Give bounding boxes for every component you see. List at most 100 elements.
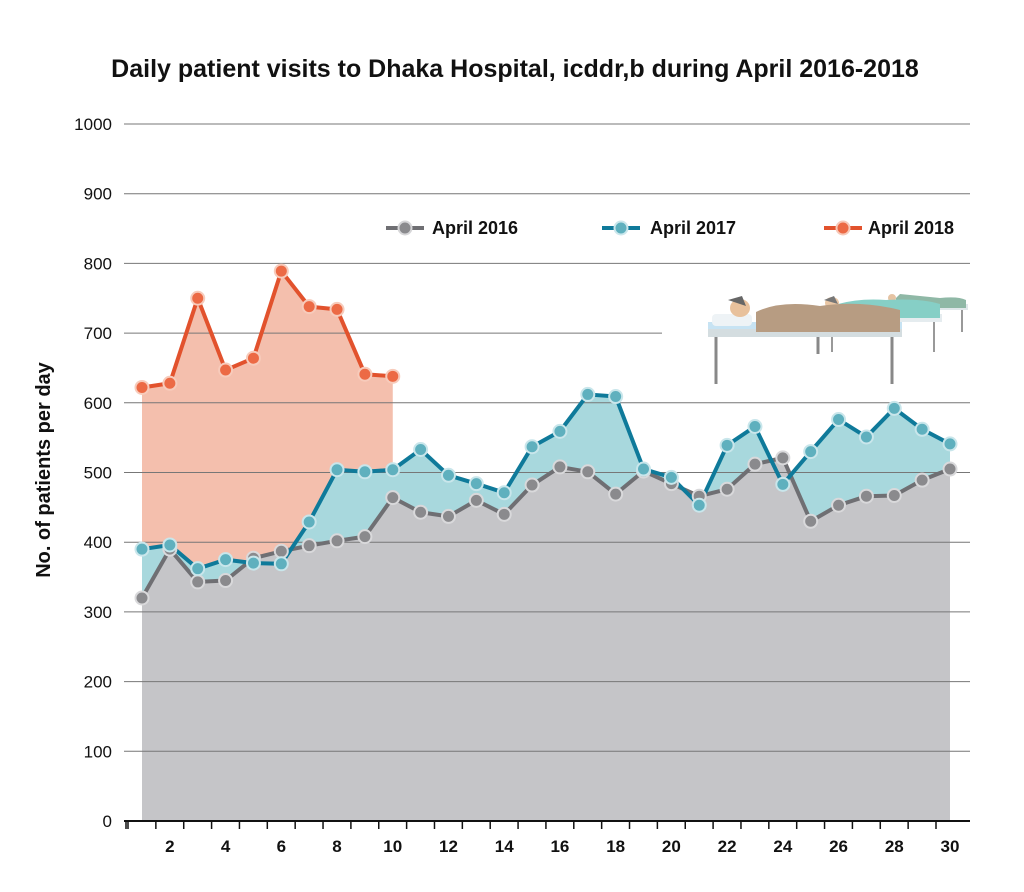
point-april-2016-day-30 [942,461,958,477]
point-april-2016-day-9 [357,529,373,545]
x-tick-label-28: 28 [885,837,904,856]
point-april-2017-day-14 [496,485,512,501]
point-april-2017-day-2 [162,537,178,553]
point-april-2016-day-29 [914,472,930,488]
point-april-2016-day-10 [385,490,401,506]
x-tick-label-20: 20 [662,837,681,856]
point-april-2018-day-6 [273,263,289,279]
point-april-2017-day-10 [385,462,401,478]
x-tick-label-6: 6 [277,837,286,856]
point-april-2017-day-12 [440,467,456,483]
point-april-2017-day-22 [719,437,735,453]
x-tick-label-18: 18 [606,837,625,856]
x-tick-label-24: 24 [773,837,792,856]
point-april-2016-day-26 [831,497,847,513]
legend-label-2016: April 2016 [432,218,518,238]
line-april-2018 [141,269,393,390]
y-axis-label: No. of patients per day [33,361,55,577]
legend-item-2016: April 2016 [386,218,518,238]
gridlines [124,123,970,752]
x-tick-label-26: 26 [829,837,848,856]
y-tick-label-900: 900 [84,185,112,204]
point-april-2017-day-17 [580,386,596,402]
point-april-2016-day-7 [301,538,317,554]
point-april-2017-day-1 [134,541,150,557]
area-fills [142,271,950,821]
legend: April 2016 April 2017 April 2018 [386,218,954,238]
point-april-2017-day-16 [552,423,568,439]
point-april-2018-day-5 [245,350,261,366]
point-april-2016-day-16 [552,459,568,475]
point-april-2017-day-20 [663,469,679,485]
point-april-2017-day-25 [803,444,819,460]
y-tick-label-100: 100 [84,742,112,761]
chart-title: Daily patient visits to Dhaka Hospital, … [111,55,919,83]
point-april-2018-day-7 [301,299,317,315]
point-april-2017-day-27 [858,429,874,445]
y-tick-label-800: 800 [84,254,112,273]
point-april-2017-day-26 [831,412,847,428]
point-april-2017-day-21 [691,497,707,513]
legend-item-2018: April 2018 [824,218,954,238]
point-april-2016-day-8 [329,533,345,549]
point-april-2017-day-13 [468,476,484,492]
point-april-2016-day-22 [719,481,735,497]
point-april-2018-day-9 [357,366,373,382]
point-april-2017-day-23 [747,418,763,434]
point-april-2017-day-11 [413,441,429,457]
point-april-2017-day-29 [914,421,930,437]
y-tick-label-300: 300 [84,603,112,622]
point-april-2018-day-8 [329,301,345,317]
legend-item-2017: April 2017 [602,218,736,238]
x-tick-label-8: 8 [332,837,341,856]
point-april-2018-day-2 [162,375,178,391]
point-april-2016-day-27 [858,488,874,504]
point-april-2016-day-15 [524,477,540,493]
y-tick-label-200: 200 [84,673,112,692]
bed-near [708,296,902,384]
point-april-2017-day-3 [190,561,206,577]
point-april-2017-day-28 [886,400,902,416]
point-april-2017-day-15 [524,439,540,455]
legend-label-2017: April 2017 [650,218,736,238]
point-april-2018-day-1 [134,379,150,395]
y-tick-label-400: 400 [84,533,112,552]
y-tick-label-700: 700 [84,324,112,343]
x-tick-label-10: 10 [383,837,402,856]
legend-label-2018: April 2018 [868,218,954,238]
point-april-2018-day-3 [190,290,206,306]
point-april-2016-day-25 [803,513,819,529]
legend-marker-2018 [835,220,851,236]
legend-marker-2017 [613,220,629,236]
point-april-2018-day-10 [385,368,401,384]
point-april-2016-day-1 [134,590,150,606]
point-april-2017-day-4 [218,552,234,568]
point-april-2016-day-11 [413,504,429,520]
point-april-2016-day-12 [440,508,456,524]
x-tick-label-12: 12 [439,837,458,856]
point-april-2017-day-7 [301,514,317,530]
y-tick-label-500: 500 [84,464,112,483]
x-axis: 2 4 6 8 10 12 14 16 18 20 22 24 26 28 30 [124,820,970,856]
point-april-2016-day-23 [747,456,763,472]
point-april-2016-day-13 [468,492,484,508]
point-april-2016-day-24 [775,450,791,466]
point-april-2016-day-4 [218,573,234,589]
x-tick-label-2: 2 [165,837,174,856]
point-april-2016-day-17 [580,464,596,480]
point-april-2017-day-19 [636,461,652,477]
point-april-2017-day-6 [273,556,289,572]
y-tick-label-600: 600 [84,394,112,413]
point-april-2016-day-14 [496,506,512,522]
point-april-2018-day-4 [218,362,234,378]
data-markers [134,263,958,606]
point-april-2017-day-18 [608,389,624,405]
point-april-2016-day-6 [273,543,289,559]
x-tick-label-14: 14 [495,837,514,856]
point-april-2017-day-24 [775,476,791,492]
y-tick-labels: 0 100 200 300 400 500 600 700 800 900 1000 [74,115,112,831]
point-april-2017-day-5 [245,555,261,571]
hospital-beds-illustration [708,294,968,384]
x-tick-label-22: 22 [718,837,737,856]
